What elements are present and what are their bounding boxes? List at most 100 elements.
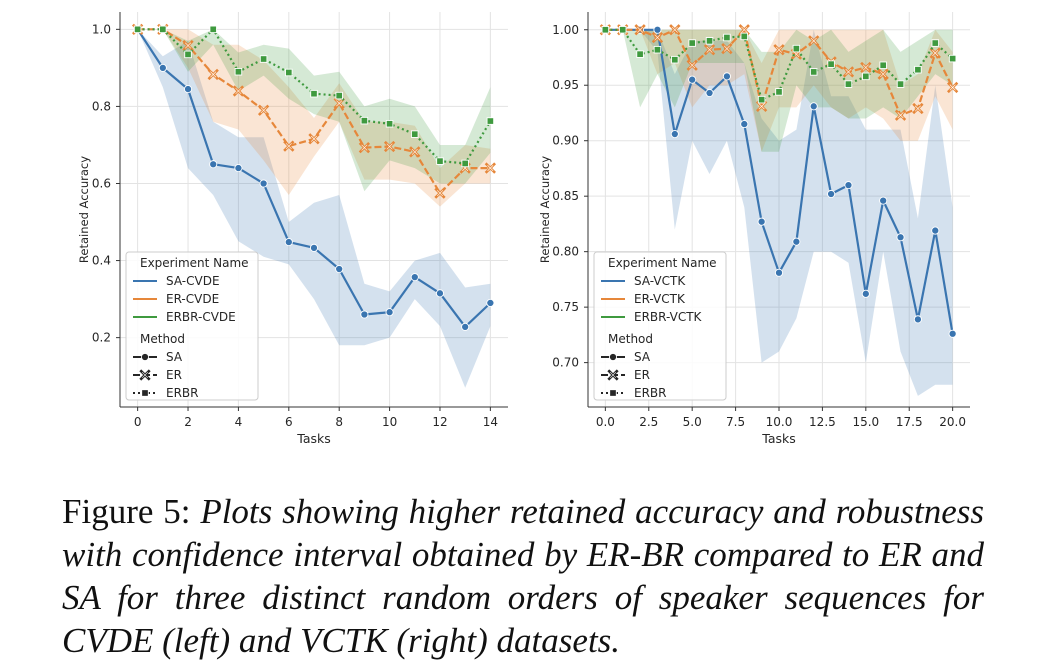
x-tick-label: 7.5 xyxy=(726,415,745,429)
legend: Experiment Name SA-CVDE ER-CVDE ERBR-CVDE Me… xyxy=(125,251,259,401)
legend-method-marker-highlight xyxy=(141,371,149,379)
data-point-erbr-cvde xyxy=(411,130,419,138)
data-point-er-vctk-highlight xyxy=(949,84,956,91)
y-tick-label: 0.75 xyxy=(552,300,579,314)
data-point-er-vctk-highlight xyxy=(880,71,887,78)
data-point-er-vctk-highlight xyxy=(723,45,730,52)
y-tick-label: 0.2 xyxy=(92,331,111,345)
data-point-sa-cvde xyxy=(183,85,193,94)
data-point-er-vctk-highlight xyxy=(637,26,644,33)
legend-title-experiment: Experiment Name xyxy=(608,256,717,270)
chart-panel-left: 0 2 4 6 8 10 12 14 0.2 0.4 0.6 0.8 1.0 Tasks Retained … xyxy=(77,12,508,446)
legend-entry: SA-VCTK xyxy=(634,274,686,288)
data-point-sa-cvde xyxy=(410,273,419,282)
data-point-er-cvde-highlight xyxy=(436,190,443,197)
data-point-erbr-vctk xyxy=(688,39,696,47)
legend-entry: ERBR-CVDE xyxy=(166,310,236,324)
data-point-erbr-cvde xyxy=(310,89,318,98)
data-point-erbr-cvde xyxy=(486,117,495,125)
x-tick-label: 5.0 xyxy=(683,415,702,429)
legend-method: ER xyxy=(634,368,650,382)
data-point-sa-vctk xyxy=(844,181,853,190)
data-point-erbr-cvde xyxy=(159,25,167,34)
data-point-sa-cvde xyxy=(335,264,344,274)
data-point-er-cvde-highlight xyxy=(411,148,418,155)
data-point-sa-vctk xyxy=(705,88,714,98)
data-point-er-vctk-highlight xyxy=(932,50,939,57)
data-point-sa-vctk xyxy=(774,268,784,277)
data-point-sa-cvde xyxy=(234,164,243,173)
data-point-sa-cvde xyxy=(284,238,293,247)
data-point-erbr-vctk xyxy=(705,37,714,45)
legend-box xyxy=(593,251,727,401)
data-point-er-vctk-highlight xyxy=(897,112,904,119)
caption-text: Plots showing higher retained accuracy a… xyxy=(62,492,985,660)
data-point-sa-vctk xyxy=(827,189,836,199)
data-point-erbr-vctk xyxy=(809,68,818,76)
x-tick-label: 2.5 xyxy=(639,415,658,429)
data-point-erbr-vctk xyxy=(827,60,835,68)
chart-panel-right: 0.0 2.5 5.0 7.5 10.0 12.5 15.0 17.5 20.0 0.70 0.75… xyxy=(538,12,970,446)
data-point-erbr-vctk xyxy=(844,80,853,88)
legend-method-marker xyxy=(141,389,149,397)
data-point-er-vctk-highlight xyxy=(862,64,869,71)
data-point-erbr-cvde xyxy=(259,55,268,63)
data-point-sa-cvde xyxy=(461,322,470,331)
x-tick-label: 14 xyxy=(483,415,498,429)
x-tick-label: 2 xyxy=(184,415,192,429)
confidence-band-sa-vctk xyxy=(605,29,953,396)
data-point-erbr-vctk xyxy=(948,54,957,63)
legend-entry: ERBR-VCTK xyxy=(634,310,703,324)
x-axis-label: Tasks xyxy=(296,431,331,446)
data-point-er-vctk-highlight xyxy=(914,105,921,112)
data-point-erbr-cvde xyxy=(285,68,293,77)
caption-label: Figure 5: xyxy=(62,492,191,531)
x-tick-label: 12.5 xyxy=(809,415,836,429)
x-tick-label: 4 xyxy=(235,415,243,429)
legend-method-marker xyxy=(609,389,617,397)
data-point-sa-vctk xyxy=(879,196,888,205)
figure-caption: Figure 5: Plots showing higher retained … xyxy=(62,490,984,662)
data-point-erbr-vctk xyxy=(618,26,627,34)
data-point-sa-vctk xyxy=(809,102,818,111)
legend-box xyxy=(125,251,259,401)
data-point-sa-cvde xyxy=(309,243,319,252)
confidence-band-er-cvde xyxy=(137,29,491,207)
data-point-er-vctk-highlight xyxy=(741,26,748,33)
data-point-sa-vctk xyxy=(913,315,922,324)
x-tick-label: 15.0 xyxy=(852,415,879,429)
y-tick-label: 0.70 xyxy=(552,356,579,370)
data-point-er-vctk-highlight xyxy=(810,37,817,44)
data-point-sa-vctk xyxy=(948,329,957,338)
legend-title-experiment: Experiment Name xyxy=(140,256,249,270)
y-tick-label: 1.00 xyxy=(552,23,579,37)
data-point-er-cvde-highlight xyxy=(210,71,217,78)
legend-method-marker xyxy=(140,352,150,362)
data-point-sa-vctk xyxy=(931,226,940,235)
y-axis-label: Retained Accuracy xyxy=(77,156,91,263)
data-point-sa-vctk xyxy=(670,130,679,139)
data-point-er-cvde-highlight xyxy=(336,100,343,107)
legend-method: ERBR xyxy=(634,386,667,400)
data-point-erbr-vctk xyxy=(671,55,679,64)
data-point-er-vctk-highlight xyxy=(706,46,713,53)
data-point-sa-cvde xyxy=(209,160,218,169)
data-point-er-cvde-highlight xyxy=(260,107,267,114)
legend-title-method: Method xyxy=(608,332,653,346)
x-tick-label: 0.0 xyxy=(596,415,615,429)
data-point-erbr-vctk xyxy=(636,50,644,58)
data-point-erbr-vctk xyxy=(931,39,940,47)
data-point-er-cvde-highlight xyxy=(386,143,393,150)
legend-method: ERBR xyxy=(166,386,199,400)
data-point-sa-vctk xyxy=(722,72,731,81)
data-point-erbr-vctk xyxy=(914,65,922,74)
data-point-er-vctk-highlight xyxy=(775,46,783,53)
data-point-erbr-vctk xyxy=(740,32,749,41)
data-point-sa-vctk xyxy=(896,233,905,242)
data-point-erbr-cvde xyxy=(133,25,142,34)
data-point-erbr-cvde xyxy=(209,25,217,34)
data-point-erbr-vctk xyxy=(896,80,905,88)
data-point-er-vctk-highlight xyxy=(689,62,696,69)
data-point-er-cvde-highlight xyxy=(185,42,192,49)
x-axis-label: Tasks xyxy=(761,431,796,446)
